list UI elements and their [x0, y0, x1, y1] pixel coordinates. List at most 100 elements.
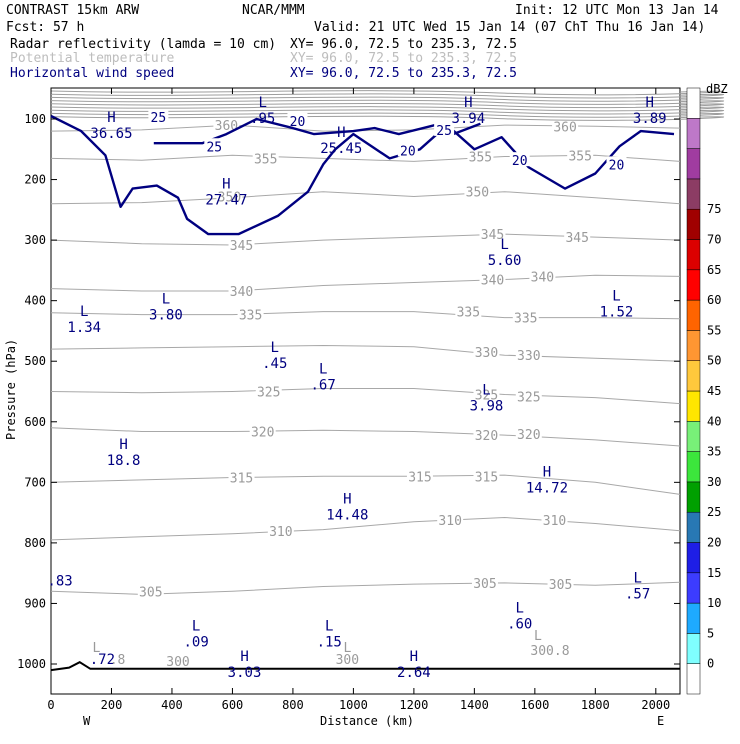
- theta-label-310: 310: [269, 525, 292, 540]
- theta-label-345: 345: [481, 228, 504, 243]
- colorbar-swatch: [686, 118, 701, 149]
- wind-label-25: 25: [151, 111, 167, 126]
- theta-label-bg: [515, 389, 542, 403]
- colorbar-level-label: 0: [707, 657, 714, 671]
- forecast-hour: Fcst: 57 h: [6, 20, 84, 35]
- theta-label-bg: [541, 512, 568, 526]
- theta-label-bg: [512, 310, 539, 324]
- colorbar-swatch: [686, 663, 701, 695]
- theta-label-320: 320: [517, 428, 540, 443]
- x-tick-label: 400: [161, 698, 183, 712]
- wind-label-20: 20: [290, 115, 306, 130]
- valid-time: Valid: 21 UTC Wed 15 Jan 14 (07 ChT Thu …: [314, 20, 705, 35]
- theta-label-bg: [529, 269, 556, 283]
- upper-contour-band: [50, 90, 724, 121]
- theta-label-340: 340: [230, 285, 253, 300]
- theta-contour-330: [50, 344, 681, 362]
- theta-label-bg: [479, 227, 506, 241]
- theta-label-bg: [255, 384, 282, 398]
- y-tick-label: 500: [24, 354, 46, 368]
- marker-value: 36.65: [90, 126, 132, 142]
- marker-value: 3.98: [470, 399, 504, 415]
- marker-value: 27.47: [205, 193, 247, 209]
- edge-annotation: .8: [110, 653, 126, 668]
- marker-letter: H: [222, 177, 230, 193]
- y-tick-label: 100: [24, 112, 46, 126]
- field-theta-xy: XY= 96.0, 72.5 to 235.3, 72.5: [290, 51, 517, 66]
- marker-letter: L: [162, 292, 170, 308]
- theta-label-335: 335: [514, 312, 537, 327]
- theta-label-360: 360: [215, 119, 238, 134]
- marker-letter: L: [482, 383, 490, 399]
- theta-label-bg: [249, 424, 276, 438]
- colorbar-unit: dBZ: [706, 82, 728, 96]
- colorbar-swatch: [686, 299, 701, 331]
- wind-label-25: 25: [436, 124, 452, 139]
- x-tick-label: 1000: [339, 698, 368, 712]
- wind-label-bg: [204, 138, 225, 153]
- x-axis-east-label: E: [657, 714, 664, 728]
- high-marker: H14.48: [326, 492, 368, 524]
- colorbar-swatch: [686, 390, 701, 422]
- colorbar-swatch: [686, 178, 701, 210]
- model-title: CONTRAST 15km ARW: [6, 3, 139, 18]
- theta-label-330: 330: [517, 349, 540, 364]
- colorbar-level-label: 60: [707, 293, 721, 307]
- y-tick-label: 900: [24, 596, 46, 610]
- theta-label-335: 335: [457, 306, 480, 321]
- theta-label-335: 335: [239, 309, 262, 324]
- theta-label-305: 305: [473, 577, 496, 592]
- theta-label-bg: [406, 469, 433, 483]
- marker-value: .15: [317, 635, 342, 651]
- wind-label-20: 20: [400, 144, 416, 159]
- colorbar-level-label: 35: [707, 445, 721, 459]
- theta-label-325: 325: [517, 390, 540, 405]
- marker-letter: H: [337, 125, 345, 141]
- theta-label-bg: [437, 512, 464, 526]
- upper-theta-line: [50, 90, 724, 96]
- upper-theta-line: [50, 99, 724, 105]
- theta-label-360: 360: [553, 120, 576, 135]
- high-low-markers: H36.65L.95H25.45H3.94H3.89H27.47L5.60L1.…: [47, 95, 666, 681]
- high-marker: H14.72: [526, 464, 568, 496]
- marker-letter: L: [192, 619, 200, 635]
- colorbar-level-label: 45: [707, 384, 721, 398]
- marker-value: 1.34: [67, 320, 101, 336]
- low-marker: L.67: [311, 361, 336, 393]
- wind-speed-contours: 20 20 20 20 25 25 25: [50, 109, 675, 236]
- theta-label-310: 310: [543, 514, 566, 529]
- high-marker: H27.47: [205, 177, 247, 209]
- y-tick-label: 200: [24, 173, 46, 187]
- y-axis-label: Pressure (hPa): [4, 339, 18, 440]
- init-time: Init: 12 UTC Mon 13 Jan 14: [515, 3, 719, 18]
- marker-letter: H: [240, 649, 248, 665]
- theta-contour-315: [50, 474, 681, 495]
- upper-theta-line: [50, 102, 724, 109]
- low-marker: L1.52: [600, 289, 634, 321]
- theta-label-bg: [464, 184, 491, 198]
- colorbar-level-label: 55: [707, 323, 721, 337]
- high-marker: H3.89: [633, 95, 667, 127]
- colorbar-level-label: 25: [707, 505, 721, 519]
- wind-label-bg: [148, 109, 169, 124]
- terrain-line: [50, 661, 680, 672]
- x-tick-label: 2000: [641, 698, 670, 712]
- terrain-surface: [50, 661, 680, 672]
- marker-letter: H: [410, 649, 418, 665]
- colorbar-level-label: 70: [707, 233, 721, 247]
- edge-annotation: .72: [90, 652, 115, 668]
- marker-value: 3.80: [149, 308, 183, 324]
- theta-label-bg: [213, 118, 240, 132]
- theta-label-340: 340: [481, 273, 504, 288]
- theta-label-bg: [228, 283, 255, 297]
- theta-label-bg: [473, 387, 500, 401]
- marker-letter: L: [633, 570, 641, 586]
- colorbar-swatch: [686, 511, 701, 543]
- colorbar-level-label: 50: [707, 354, 721, 368]
- theta-label-340: 340: [531, 270, 554, 285]
- upper-theta-line: [50, 112, 724, 118]
- low-marker: L.60: [507, 601, 532, 633]
- theta-label-bg: [564, 230, 591, 244]
- marker-letter: L: [500, 237, 508, 253]
- upper-theta-line: [50, 96, 724, 102]
